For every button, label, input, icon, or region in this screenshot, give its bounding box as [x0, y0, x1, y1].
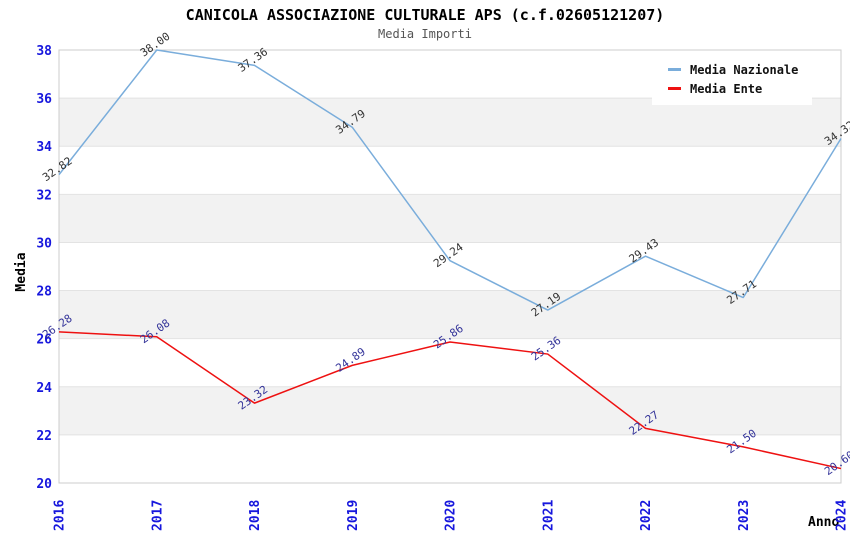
y-tick-label: 28: [36, 285, 52, 300]
chart-subtitle: Media Importi: [378, 27, 472, 41]
value-label-media-ente: 20.60: [822, 448, 850, 478]
y-tick-label: 22: [36, 429, 52, 444]
y-tick-label: 34: [36, 140, 52, 155]
plot-border: [58, 49, 842, 484]
legend-label: Media Ente: [690, 81, 763, 96]
x-tick-label: 2021: [541, 500, 556, 531]
value-label-media-ente: 24.89: [333, 345, 368, 375]
x-tick-label: 2016: [53, 500, 68, 531]
x-tick-label: 2019: [346, 500, 361, 531]
y-tick-label: 32: [36, 188, 52, 203]
legend-item-media-ente: Media Ente: [668, 79, 812, 98]
legend-swatch-media-nazionale: [668, 68, 681, 71]
legend-label: Media Nazionale: [690, 62, 799, 77]
x-axis-title: Anno: [808, 515, 840, 530]
x-tick-label: 2018: [248, 500, 263, 531]
series-line-media-nazionale: [58, 49, 842, 311]
chart-title: CANICOLA ASSOCIAZIONE CULTURALE APS (c.f…: [185, 6, 665, 24]
y-tick-label: 38: [36, 44, 52, 59]
legend-swatch-media-ente: [668, 87, 681, 90]
y-tick-label: 24: [36, 381, 52, 396]
x-tick-label: 2024: [835, 500, 850, 531]
x-tick-label: 2017: [150, 500, 165, 531]
series-line-media-ente: [58, 331, 842, 470]
plot-band: [59, 194, 841, 243]
y-tick-label: 20: [36, 477, 52, 492]
legend: Media Nazionale Media Ente: [652, 53, 812, 105]
legend-item-media-nazionale: Media Nazionale: [668, 60, 812, 79]
plot-band: [59, 98, 841, 147]
plot-band: [59, 290, 841, 339]
value-label-media-nazionale: 32.82: [40, 154, 75, 184]
plot-band: [59, 386, 841, 435]
x-tick-label: 2022: [639, 500, 654, 531]
y-tick-label: 30: [36, 236, 52, 251]
y-tick-label: 26: [36, 333, 52, 348]
x-tick-label: 2023: [737, 500, 752, 531]
value-label-media-nazionale: 38.00: [138, 30, 173, 60]
x-tick-label: 2020: [444, 500, 459, 531]
y-tick-label: 36: [36, 92, 52, 107]
